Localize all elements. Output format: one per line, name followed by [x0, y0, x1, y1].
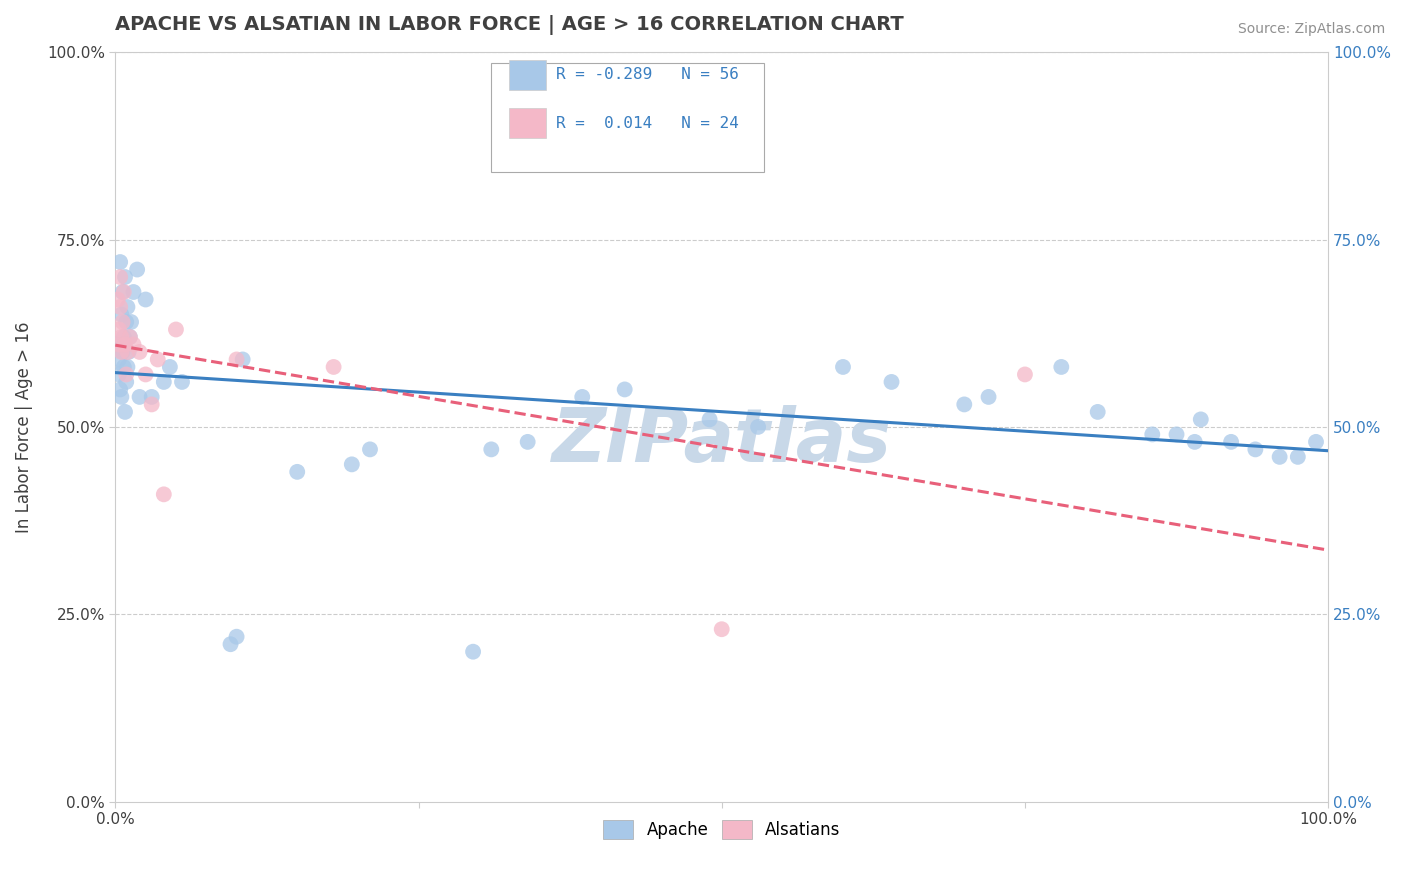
Point — [699, 412, 721, 426]
Point — [112, 359, 135, 374]
Point — [285, 465, 308, 479]
Point — [120, 315, 142, 329]
Point — [710, 622, 733, 636]
Point — [571, 390, 593, 404]
Point — [110, 308, 132, 322]
Point — [165, 322, 187, 336]
Point — [117, 345, 139, 359]
Point — [1286, 450, 1309, 464]
Point — [117, 300, 139, 314]
Point — [613, 383, 636, 397]
Point — [108, 337, 131, 351]
Point — [111, 315, 134, 329]
Point — [340, 458, 363, 472]
Point — [108, 352, 131, 367]
Point — [1244, 442, 1267, 457]
Point — [108, 368, 131, 382]
FancyBboxPatch shape — [509, 60, 546, 90]
Point — [117, 359, 139, 374]
Point — [1166, 427, 1188, 442]
Point — [108, 255, 131, 269]
FancyBboxPatch shape — [491, 63, 765, 172]
Point — [953, 397, 976, 411]
Point — [112, 330, 135, 344]
Point — [114, 337, 136, 351]
Point — [111, 345, 134, 359]
Point — [108, 300, 131, 314]
Point — [114, 405, 136, 419]
Text: R =  0.014   N = 24: R = 0.014 N = 24 — [555, 116, 738, 131]
Point — [1189, 412, 1212, 426]
Point — [232, 352, 254, 367]
Point — [1220, 434, 1243, 449]
Y-axis label: In Labor Force | Age > 16: In Labor Force | Age > 16 — [15, 321, 32, 533]
Point — [153, 375, 176, 389]
Point — [122, 285, 145, 299]
Point — [146, 352, 169, 367]
Point — [110, 345, 132, 359]
Point — [153, 487, 176, 501]
Point — [1305, 434, 1327, 449]
Point — [159, 359, 181, 374]
Legend: Apache, Alsatians: Apache, Alsatians — [596, 814, 846, 846]
Point — [115, 368, 138, 382]
Point — [112, 285, 135, 299]
Point — [747, 420, 769, 434]
Point — [1014, 368, 1036, 382]
Text: Source: ZipAtlas.com: Source: ZipAtlas.com — [1237, 22, 1385, 37]
Point — [107, 337, 129, 351]
Point — [141, 390, 163, 404]
Point — [110, 390, 132, 404]
Text: APACHE VS ALSATIAN IN LABOR FORCE | AGE > 16 CORRELATION CHART: APACHE VS ALSATIAN IN LABOR FORCE | AGE … — [115, 15, 904, 35]
Point — [128, 390, 150, 404]
Text: ZIPatlas: ZIPatlas — [551, 405, 891, 478]
Point — [118, 330, 141, 344]
Text: R = -0.289   N = 56: R = -0.289 N = 56 — [555, 67, 738, 82]
Point — [461, 645, 484, 659]
Point — [322, 359, 344, 374]
Point — [977, 390, 1000, 404]
Point — [225, 630, 247, 644]
Point — [1268, 450, 1291, 464]
Point — [219, 637, 242, 651]
Point — [135, 293, 157, 307]
Point — [110, 330, 132, 344]
Point — [516, 434, 538, 449]
Point — [359, 442, 381, 457]
Point — [107, 293, 129, 307]
Point — [135, 368, 157, 382]
Point — [128, 345, 150, 359]
Point — [115, 375, 138, 389]
Point — [1142, 427, 1164, 442]
Point — [832, 359, 855, 374]
Point — [118, 330, 141, 344]
Point — [225, 352, 247, 367]
Point — [108, 322, 131, 336]
Point — [122, 337, 145, 351]
Point — [117, 345, 139, 359]
Point — [111, 285, 134, 299]
Point — [114, 270, 136, 285]
Point — [170, 375, 193, 389]
Point — [1087, 405, 1109, 419]
Point — [115, 315, 138, 329]
Point — [141, 397, 163, 411]
Point — [1050, 359, 1073, 374]
Point — [108, 383, 131, 397]
Point — [880, 375, 903, 389]
FancyBboxPatch shape — [509, 109, 546, 138]
Point — [479, 442, 502, 457]
Point — [127, 262, 149, 277]
Point — [108, 270, 131, 285]
Point — [1184, 434, 1206, 449]
